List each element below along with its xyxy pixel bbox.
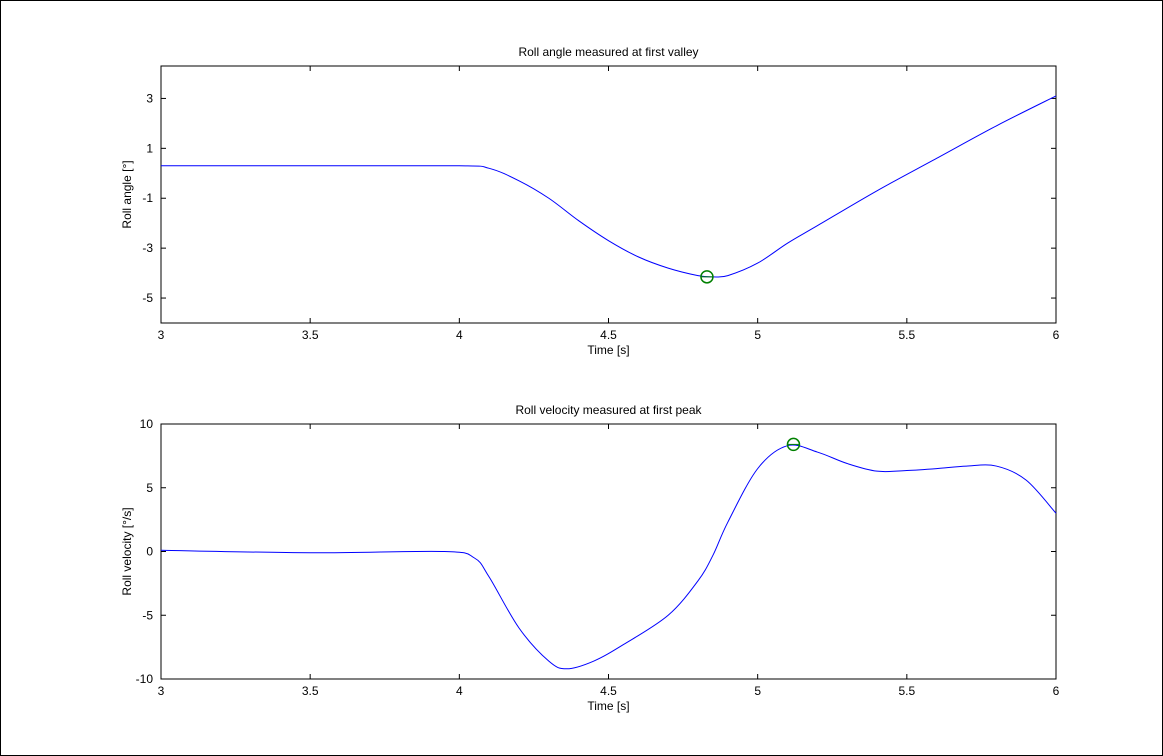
x-tick-label: 4.5 bbox=[600, 328, 617, 342]
y-tick-label: 3 bbox=[146, 91, 153, 105]
series-line bbox=[160, 444, 1057, 670]
y-tick-label: -10 bbox=[136, 672, 154, 686]
axes-2: 3 3.5 4 4.5 5 5.5 6 -10 -5 0 5 10 Roll velocity meas… bbox=[120, 403, 1060, 713]
y-tick-label: 1 bbox=[146, 141, 153, 155]
y-tick-label: 5 bbox=[146, 481, 153, 495]
y-tick-label: 0 bbox=[146, 545, 153, 559]
y-tick-label: -3 bbox=[142, 241, 153, 255]
x-axis-label: Time [s] bbox=[587, 343, 629, 357]
x-tick-label: 3 bbox=[158, 328, 165, 342]
x-tick-label: 3.5 bbox=[302, 684, 319, 698]
axes-box bbox=[160, 423, 1057, 680]
y-tick-label: -5 bbox=[142, 291, 153, 305]
x-tick-label: 4 bbox=[456, 328, 463, 342]
x-tick-label: 4.5 bbox=[600, 684, 617, 698]
x-axis-label: Time [s] bbox=[587, 699, 629, 713]
series-line bbox=[160, 95, 1057, 278]
y-axis-label: Roll velocity [°/s] bbox=[120, 507, 134, 595]
chart-title: Roll velocity measured at first peak bbox=[515, 403, 702, 417]
x-tick-label: 4 bbox=[456, 684, 463, 698]
x-tick-label: 5 bbox=[754, 328, 761, 342]
x-tick-label: 5 bbox=[754, 684, 761, 698]
x-tick-label: 5.5 bbox=[898, 684, 915, 698]
x-tick-label: 3 bbox=[158, 684, 165, 698]
x-tick-label: 3.5 bbox=[302, 328, 319, 342]
y-tick-label: 10 bbox=[140, 417, 154, 431]
x-tick-label: 5.5 bbox=[898, 328, 915, 342]
x-tick-label: 6 bbox=[1053, 684, 1060, 698]
y-axis-label: Roll angle [°] bbox=[120, 160, 134, 228]
chart-title: Roll angle measured at first valley bbox=[518, 45, 698, 59]
axes-1: 3 3.5 4 4.5 5 5.5 6 -5 -3 -1 1 3 Roll angle measured… bbox=[120, 45, 1060, 357]
axes-box bbox=[160, 65, 1057, 324]
y-tick-label: -1 bbox=[142, 191, 153, 205]
x-tick-label: 6 bbox=[1053, 328, 1060, 342]
y-tick-label: -5 bbox=[142, 608, 153, 622]
